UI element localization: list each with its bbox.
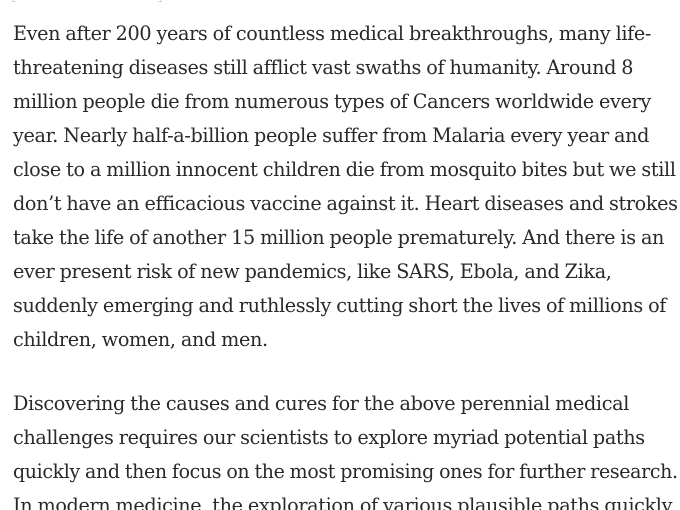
paragraph-line: million people die from numerous types o…: [13, 90, 651, 113]
paragraph-line: challenges requires our scientists to ex…: [13, 426, 645, 449]
paragraph-line: don’t have an efficacious vaccine agains…: [13, 192, 678, 215]
clipped-previous-line: [12, 0, 172, 2]
paragraph-line: Even after 200 years of countless medica…: [13, 22, 652, 45]
paragraph-line: quickly and then focus on the most promi…: [13, 460, 678, 483]
paragraph-line: In modern medicine, the exploration of v…: [13, 494, 673, 510]
paragraph-line: children, women, and men.: [13, 328, 268, 351]
paragraph-line: close to a million innocent children die…: [13, 158, 676, 181]
paragraph-line: year. Nearly half-a-billion people suffe…: [13, 124, 650, 147]
paragraph-line: ever present risk of new pandemics, like…: [13, 260, 612, 283]
paragraph-line: threatening diseases still afflict vast …: [13, 56, 634, 79]
paragraph-line: take the life of another 15 million peop…: [13, 226, 665, 249]
paragraph-line: Discovering the causes and cures for the…: [13, 392, 629, 415]
paragraph-line: suddenly emerging and ruthlessly cutting…: [13, 294, 667, 317]
